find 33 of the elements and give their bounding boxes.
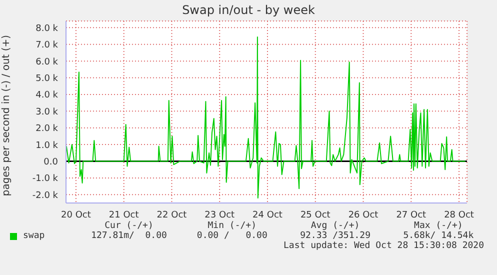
y-axis-title: pages per second in (-) / out (+) <box>2 34 13 196</box>
line-series <box>66 36 466 198</box>
y-tick-label: 3.0 k <box>36 107 59 118</box>
text: Max (-/+) <box>413 221 464 231</box>
x-tick-label: 26 Oct <box>348 210 379 220</box>
text: Min (-/+) <box>206 221 258 231</box>
y-tick-label: 5.0 k <box>36 74 59 84</box>
x-tick-label: 24 Oct <box>252 210 283 220</box>
text: Last update: Wed Oct 28 15:30:08 2020 <box>282 241 485 251</box>
x-tick-label: 21 Oct <box>108 210 140 220</box>
x-tick-label: 25 Oct <box>300 210 331 220</box>
x-tick-label: 27 Oct <box>396 210 427 220</box>
text: 127.81m/ 0.00 <box>90 231 168 241</box>
x-tick-label: 20 Oct <box>61 210 92 220</box>
x-tick-label: 23 Oct <box>204 210 236 220</box>
y-tick-label: 0.0 <box>44 157 58 168</box>
y-tick-label: 6.0 k <box>36 57 59 68</box>
y-tick-label: 2.0 k <box>36 124 59 134</box>
text: 92.33 /351.29 <box>299 231 372 241</box>
x-tick-label: 28 Oct <box>444 210 474 220</box>
x-tick-label: 22 Oct <box>156 210 188 220</box>
text: 5.68k/ 14.54k <box>402 231 475 241</box>
text: 0.00 / 0.00 <box>196 231 268 241</box>
y-tick-label: -2.0 k <box>32 190 59 201</box>
y-tick-label: 8.0 k <box>36 24 59 34</box>
y-tick-label: -1.0 k <box>32 174 59 184</box>
text: Avg (-/+) <box>310 221 361 231</box>
y-tick-label: 1.0 k <box>36 140 59 151</box>
y-tick-label: 4.0 k <box>36 90 59 101</box>
text: Cur (-/+) <box>104 221 154 231</box>
chart-title: Swap in/out - by week <box>181 3 316 17</box>
y-tick-label: 7.0 k <box>36 40 59 51</box>
legend-label: swap <box>22 231 46 241</box>
